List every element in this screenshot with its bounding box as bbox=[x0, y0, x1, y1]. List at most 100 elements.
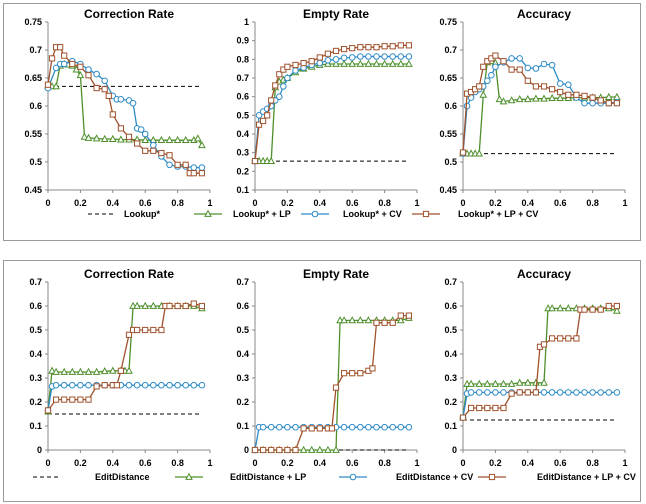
legend-marker bbox=[349, 473, 357, 481]
data-point bbox=[565, 389, 572, 396]
data-point bbox=[300, 425, 307, 432]
data-point bbox=[364, 59, 373, 67]
data-point bbox=[259, 423, 267, 431]
data-point bbox=[276, 71, 283, 78]
series-line bbox=[47, 305, 203, 412]
data-point bbox=[332, 56, 340, 63]
data-point bbox=[349, 45, 356, 52]
data-point bbox=[316, 54, 323, 61]
y-tick-label: 0.9 bbox=[236, 36, 249, 46]
data-point bbox=[267, 156, 276, 164]
data-point bbox=[284, 423, 291, 431]
data-point bbox=[84, 133, 93, 141]
series-line bbox=[463, 60, 617, 155]
data-point bbox=[389, 43, 396, 50]
y-tick-label: 0.7 bbox=[236, 73, 249, 83]
data-point bbox=[589, 389, 596, 396]
data-point bbox=[324, 56, 332, 64]
data-point bbox=[581, 389, 588, 396]
data-point bbox=[524, 77, 531, 84]
data-point bbox=[381, 423, 388, 431]
data-point bbox=[365, 423, 372, 431]
data-point bbox=[76, 367, 85, 375]
data-point bbox=[141, 301, 150, 309]
data-point bbox=[69, 396, 76, 403]
data-point bbox=[53, 396, 60, 403]
legend: EditDistance EditDistance + LP EditDistanc… bbox=[33, 472, 636, 482]
data-point bbox=[515, 378, 524, 386]
data-point bbox=[589, 99, 596, 107]
x-tick-label: 0.8 bbox=[171, 458, 184, 468]
x-tick-label: 0.8 bbox=[171, 198, 184, 208]
data-point bbox=[77, 396, 84, 403]
data-point bbox=[108, 366, 117, 374]
data-point bbox=[540, 83, 548, 90]
data-point bbox=[459, 414, 467, 421]
data-point bbox=[532, 389, 539, 396]
data-point bbox=[182, 161, 189, 168]
x-tick-label: 1 bbox=[207, 198, 212, 208]
y-tick-label: 0.1 bbox=[29, 421, 42, 431]
chart-title: Correction Rate bbox=[84, 7, 174, 21]
data-point bbox=[61, 396, 68, 403]
data-point bbox=[357, 370, 364, 377]
chart-title: Accuracy bbox=[517, 7, 571, 21]
data-point bbox=[129, 99, 137, 107]
data-point bbox=[589, 306, 596, 313]
legend-label: Lookup* bbox=[124, 209, 160, 219]
legend-label: EditDistance + CV bbox=[396, 472, 473, 482]
data-point bbox=[479, 90, 488, 98]
x-tick-label: 0.4 bbox=[522, 458, 535, 468]
data-point bbox=[388, 59, 397, 67]
data-point bbox=[48, 366, 56, 374]
data-point bbox=[515, 95, 524, 103]
data-point bbox=[540, 341, 548, 348]
data-point bbox=[516, 66, 523, 73]
data-point bbox=[468, 404, 475, 412]
data-point bbox=[565, 81, 572, 89]
chart-0-0: Correction Rate 0.45 0.5 0.55 0.6 0.65 0.7 0.75… bbox=[24, 7, 212, 208]
y-tick-label: 0.2 bbox=[236, 397, 249, 407]
data-point bbox=[516, 389, 523, 396]
y-tick-label: 0.5 bbox=[236, 325, 249, 335]
data-point bbox=[523, 378, 532, 386]
legend-label: Lookup* + LP bbox=[233, 209, 291, 219]
series-line bbox=[462, 307, 618, 418]
legend: Lookup* Lookup* + LP Lookup* + CV Lookup* +… bbox=[88, 209, 538, 219]
data-point bbox=[92, 367, 101, 375]
data-point bbox=[198, 381, 206, 389]
data-point bbox=[292, 446, 299, 454]
chart-1-1: Empty Rate 0 0.1 0.2 0.3 0.4 0.5 0.6 0.7 0 0.2 0.4 0… bbox=[236, 267, 419, 468]
data-point bbox=[605, 389, 613, 396]
data-point bbox=[142, 147, 149, 154]
data-point bbox=[369, 365, 376, 372]
y-tick-label: 0.7 bbox=[29, 277, 42, 287]
series-2 bbox=[251, 53, 413, 165]
data-point bbox=[69, 381, 76, 389]
data-point bbox=[149, 301, 158, 309]
data-point bbox=[292, 61, 299, 69]
data-point bbox=[85, 66, 92, 73]
data-point bbox=[564, 304, 573, 312]
x-tick-label: 0.6 bbox=[346, 198, 359, 208]
data-point bbox=[264, 112, 271, 119]
data-point bbox=[597, 389, 605, 396]
data-point bbox=[492, 404, 499, 412]
x-tick-label: 0.2 bbox=[281, 198, 294, 208]
data-point bbox=[76, 70, 85, 79]
data-point bbox=[597, 97, 604, 104]
y-tick-label: 0.65 bbox=[24, 73, 42, 83]
data-point bbox=[348, 316, 357, 324]
data-point bbox=[381, 53, 388, 60]
legend-marker bbox=[488, 473, 496, 481]
data-point bbox=[251, 446, 259, 454]
data-point bbox=[284, 446, 291, 454]
y-tick-label: 0.6 bbox=[29, 101, 42, 111]
x-tick-label: 1 bbox=[414, 458, 419, 468]
data-point bbox=[604, 92, 613, 100]
data-point bbox=[581, 306, 588, 313]
data-point bbox=[150, 326, 157, 334]
data-point bbox=[324, 59, 332, 67]
x-tick-label: 0 bbox=[252, 198, 257, 208]
data-point bbox=[52, 64, 60, 72]
